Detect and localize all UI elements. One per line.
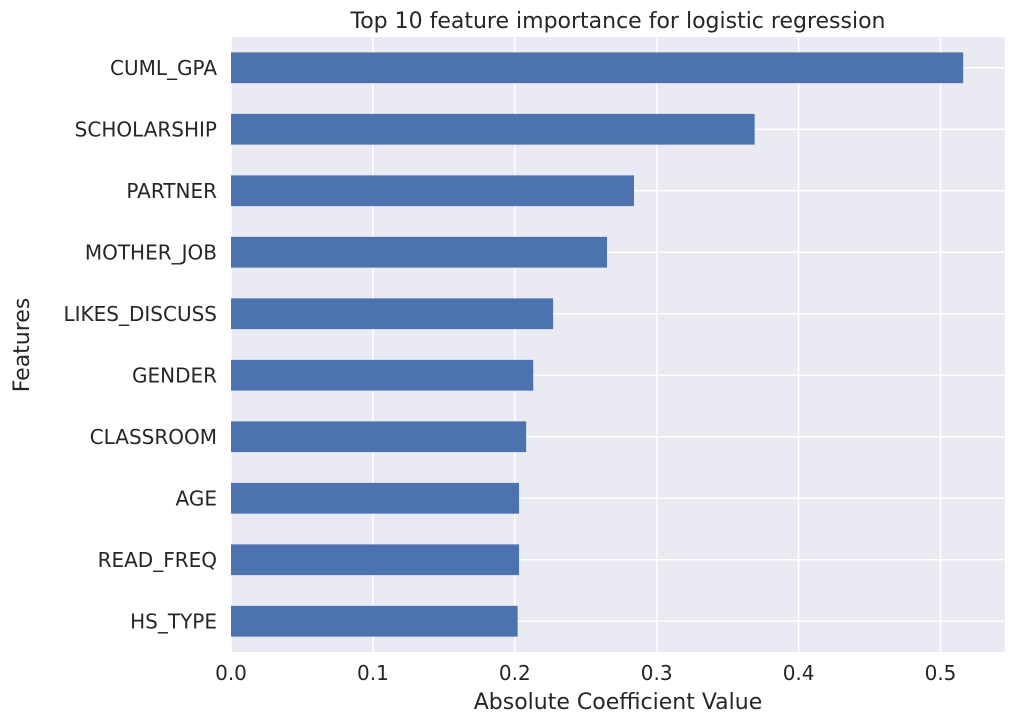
y-tick-label: MOTHER_JOB	[85, 240, 217, 264]
y-tick-label: LIKES_DISCUSS	[64, 302, 217, 326]
y-tick-label: HS_TYPE	[130, 609, 217, 633]
y-tick-label: PARTNER	[126, 179, 217, 203]
y-tick-label: CLASSROOM	[90, 425, 217, 449]
y-tick-label: GENDER	[132, 363, 217, 387]
bar-partner	[231, 175, 634, 207]
x-tick-label: 0.4	[783, 661, 815, 685]
bar-read-freq	[231, 544, 520, 576]
x-tick-label: 0.5	[925, 661, 957, 685]
bar-mother-job	[231, 236, 608, 268]
chart-title: Top 10 feature importance for logistic r…	[350, 9, 886, 34]
y-tick-label: READ_FREQ	[98, 548, 217, 572]
x-tick-labels: 0.0 0.1 0.2 0.3 0.4 0.5	[215, 661, 956, 685]
x-tick-label: 0.0	[215, 661, 247, 685]
bar-age	[231, 482, 520, 514]
bar-likes-discuss	[231, 298, 554, 330]
y-tick-label: CUML_GPA	[110, 56, 217, 80]
y-tick-label: AGE	[176, 486, 217, 510]
x-tick-label: 0.3	[641, 661, 673, 685]
x-tick-label: 0.2	[499, 661, 531, 685]
y-axis-label: Features	[10, 298, 35, 393]
bar-cuml-gpa	[231, 52, 964, 84]
x-tick-label: 0.1	[357, 661, 389, 685]
y-tick-label: SCHOLARSHIP	[75, 117, 217, 141]
x-axis-label: Absolute Coefficient Value	[474, 690, 763, 715]
bars	[231, 52, 964, 637]
y-tick-labels: CUML_GPA SCHOLARSHIP PARTNER MOTHER_JOB LIKE…	[64, 56, 218, 634]
bar-classroom	[231, 421, 527, 453]
bar-hs-type	[231, 605, 518, 637]
bar-gender	[231, 359, 534, 391]
bar-scholarship	[231, 113, 755, 145]
